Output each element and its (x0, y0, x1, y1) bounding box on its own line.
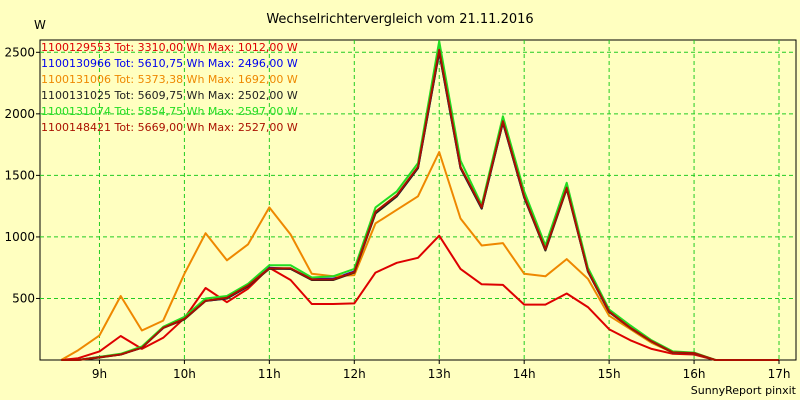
x-tick-label: 16h (683, 367, 706, 381)
y-tick-label: 1500 (4, 168, 35, 182)
series-layer (60, 40, 779, 361)
series-line-5 (61, 40, 779, 361)
legend-entry-6: 1100148421 Tot: 5669,00 Wh Max: 2527,00 … (41, 121, 298, 134)
legend-entry-4: 1100131025 Tot: 5609,75 Wh Max: 2502,00 … (41, 89, 298, 102)
y-axis-unit-label: W (34, 18, 46, 32)
footer-credit: SunnyReport pinxit (691, 384, 797, 397)
chart-title: Wechselrichtervergleich vom 21.11.2016 (266, 12, 533, 27)
legend-entry-2: 1100130966 Tot: 5610,75 Wh Max: 2496,00 … (41, 57, 298, 70)
legend-entry-3: 1100131006 Tot: 5373,38 Wh Max: 1692,00 … (41, 73, 298, 86)
x-tick-label: 9h (92, 367, 107, 381)
legend-entry-1: 1100129553 Tot: 3310,00 Wh Max: 1012,00 … (41, 41, 298, 54)
y-tick-label: 2500 (4, 45, 35, 59)
x-tick-label: 11h (258, 367, 281, 381)
series-line-3 (60, 151, 779, 361)
x-tick-label: 15h (598, 367, 621, 381)
y-tick-label: 500 (12, 291, 35, 305)
x-tick-label: 17h (768, 367, 791, 381)
y-tick-label: 1000 (4, 230, 35, 244)
x-tick-label: 12h (343, 367, 366, 381)
series-line-6 (61, 48, 779, 361)
plot-area (39, 39, 797, 361)
series-line-1 (61, 234, 779, 361)
axis-layer: 9h 10h 11h 12h 13h 14h 15h 16h 17h 500 1000 1500 200… (4, 45, 790, 381)
legend-entry-5: 1100131074 Tot: 5854,75 Wh Max: 2597,00 … (41, 105, 298, 118)
legend: 1100129553 Tot: 3310,00 Wh Max: 1012,00 … (41, 41, 298, 134)
x-tick-label: 13h (428, 367, 451, 381)
y-tick-label: 2000 (4, 107, 35, 121)
x-tick-label: 10h (173, 367, 196, 381)
grid-layer (40, 40, 796, 360)
x-tick-label: 14h (513, 367, 536, 381)
